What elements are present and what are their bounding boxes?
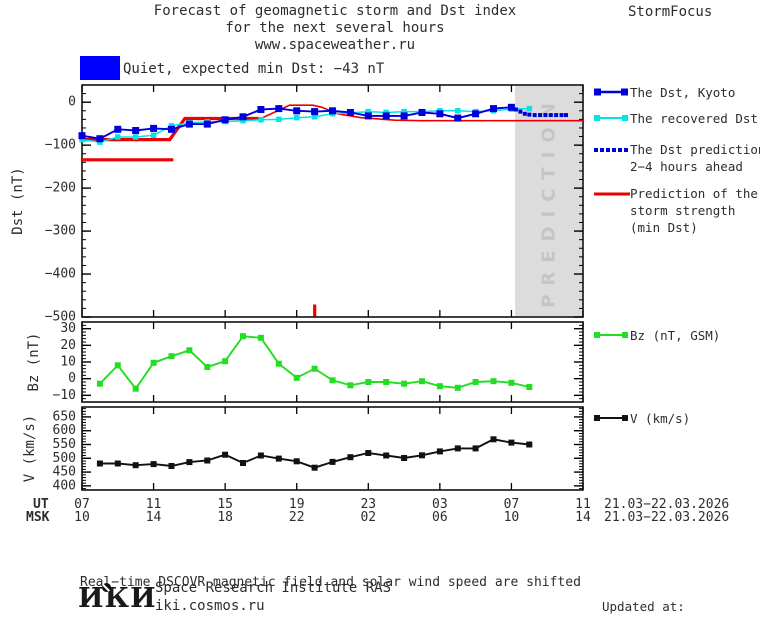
svg-text:Bz (nT): Bz (nT) <box>26 332 42 391</box>
recovered-dst-swatch-icon <box>594 115 628 121</box>
svg-text:V (km/s): V (km/s) <box>22 415 38 482</box>
svg-text:−10: −10 <box>53 388 76 403</box>
ut-axis-label: UT <box>33 497 49 512</box>
svg-text:−500: −500 <box>45 310 76 325</box>
svg-text:10: 10 <box>60 355 76 370</box>
svg-text:PREDICTION: PREDICTION <box>539 94 560 308</box>
bz-swatch-icon <box>594 332 628 338</box>
x-tick-label: 14 <box>145 510 162 525</box>
kyoto-dst-swatch-icon <box>594 88 628 96</box>
legend-prediction-label: The Dst prediction 2−4 hours ahead <box>630 142 760 174</box>
x-tick-label: 22 <box>288 510 305 525</box>
svg-text:Dst (nT): Dst (nT) <box>10 167 26 234</box>
svg-text:600: 600 <box>53 423 76 438</box>
updated-block: Updated at: UT 07:05, 22.03.2026 MSK 10:… <box>602 564 760 620</box>
x-tick-label: 07 <box>74 497 90 512</box>
footnote-line-1: Real−time DSCOVR magnetic field and sola… <box>80 575 581 590</box>
svg-text:30: 30 <box>60 321 76 336</box>
legend-kyoto-label: The Dst, Kyoto <box>630 85 736 100</box>
title-line-2: for the next several hours <box>225 20 445 36</box>
legend-storm-strength-label: Prediction of the storm strength (min Dst) <box>630 186 758 235</box>
x-tick-label: 18 <box>217 510 233 525</box>
legend-v-label: V (km/s) <box>630 411 691 426</box>
x-axis-msk-row: MSK 21.03−22.03.2026 10 14 18 22 02 06 10 14 <box>0 510 760 525</box>
svg-text:−100: −100 <box>45 138 76 153</box>
brand-stormfocus: StormFocus <box>628 4 713 20</box>
svg-text:650: 650 <box>53 409 76 424</box>
x-tick-label: 15 <box>217 497 233 512</box>
x-tick-label: 14 <box>575 510 591 525</box>
site-url: www.spaceweather.ru <box>254 37 416 53</box>
ut-date-range: 21.03−22.03.2026 <box>604 497 730 512</box>
iki-logo: ИКИ <box>78 583 157 614</box>
svg-text:−300: −300 <box>45 224 76 239</box>
storm-strength-swatch-icon <box>594 192 630 196</box>
page-title: Forecast of geomagnetic storm and Dst in… <box>110 3 560 54</box>
x-tick-label: 10 <box>74 510 90 525</box>
msk-date-range: 21.03−22.03.2026 <box>604 510 730 525</box>
svg-text:500: 500 <box>53 451 76 466</box>
x-tick-label: 07 <box>503 497 520 512</box>
x-tick-label: 19 <box>288 497 305 512</box>
svg-text:550: 550 <box>53 437 76 452</box>
svg-text:450: 450 <box>53 465 76 480</box>
x-axis-ut-row: UT 21.03−22.03.2026 07 11 15 19 23 03 07 11 <box>0 497 760 512</box>
institute-name: Space Research Institute RAS <box>155 580 392 596</box>
svg-text:0: 0 <box>68 95 76 110</box>
institute-site: iki.cosmos.ru <box>155 598 265 614</box>
legend-recovered-label: The recovered Dst <box>630 111 758 126</box>
x-tick-label: 11 <box>575 497 591 512</box>
svg-text:−200: −200 <box>45 181 76 196</box>
x-tick-label: 06 <box>432 510 448 525</box>
svg-text:20: 20 <box>60 338 76 353</box>
footnote: Real−time DSCOVR magnetic field and sola… <box>80 539 581 620</box>
x-tick-label: 23 <box>360 497 377 512</box>
x-tick-label: 03 <box>432 497 448 512</box>
msk-axis-label: MSK <box>26 510 50 525</box>
x-tick-label: 10 <box>503 510 520 525</box>
storm-level-swatch <box>80 56 120 80</box>
iki-logo-text: ИКИ <box>78 583 157 614</box>
legend-bz-label: Bz (nT, GSM) <box>630 328 721 343</box>
x-tick-label: 11 <box>145 497 162 512</box>
satellite-globe-icon <box>102 583 111 592</box>
svg-text:−400: −400 <box>45 267 76 282</box>
svg-text:0: 0 <box>68 371 76 386</box>
updated-label: Updated at: <box>602 599 685 614</box>
v-swatch-icon <box>594 415 628 421</box>
x-tick-label: 02 <box>360 510 377 525</box>
status-text: Quiet, expected min Dst: −43 nT <box>123 61 385 77</box>
dst-prediction-swatch-icon <box>594 148 628 152</box>
svg-text:400: 400 <box>53 478 76 493</box>
title-line-1: Forecast of geomagnetic storm and Dst in… <box>153 3 517 19</box>
